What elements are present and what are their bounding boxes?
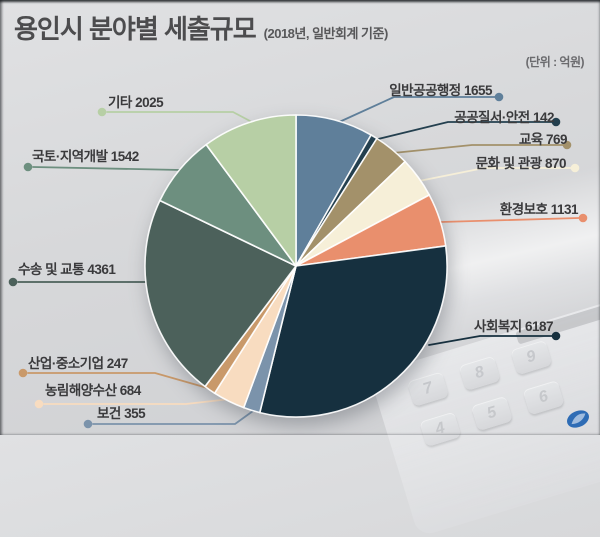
leader-line-4 [440, 217, 580, 223]
leader-line-1 [373, 121, 553, 141]
leader-dot-0 [494, 92, 504, 102]
leader-dot-4 [578, 213, 588, 223]
leader-dot-1 [551, 117, 561, 127]
leader-lines [8, 92, 588, 429]
leader-line-8 [27, 372, 212, 390]
leader-line-11 [106, 111, 251, 122]
leader-line-7 [43, 398, 231, 405]
pie-chart [8, 92, 589, 429]
leader-line-6 [92, 410, 254, 425]
leader-line-0 [336, 96, 496, 124]
page-header: 용인시 분야별 세출규모 (2018년, 일반회계 기준) [14, 9, 388, 46]
pie-slice-5 [259, 245, 448, 418]
leader-line-5 [428, 335, 553, 346]
pie [144, 114, 448, 418]
leader-line-2 [392, 144, 564, 154]
press-logo-icon [567, 410, 589, 428]
leader-dot-6 [83, 419, 93, 429]
pie-slice-11 [205, 114, 297, 267]
leader-line-3 [418, 167, 572, 182]
leader-dot-9 [8, 277, 18, 287]
leader-dot-8 [18, 368, 28, 378]
leader-dot-10 [23, 162, 33, 172]
leader-dot-3 [570, 163, 580, 173]
leader-line-10 [32, 166, 182, 171]
pie-slice-9 [144, 199, 297, 388]
unit-note: (단위 : 억원) [525, 55, 585, 69]
leader-dot-2 [562, 140, 572, 150]
leader-dot-5 [551, 331, 561, 341]
leader-dot-11 [97, 107, 107, 117]
page-subtitle: (2018년, 일반회계 기준) [263, 26, 389, 41]
leader-dot-7 [34, 399, 44, 409]
page-title: 용인시 분야별 세출규모 [14, 14, 257, 44]
